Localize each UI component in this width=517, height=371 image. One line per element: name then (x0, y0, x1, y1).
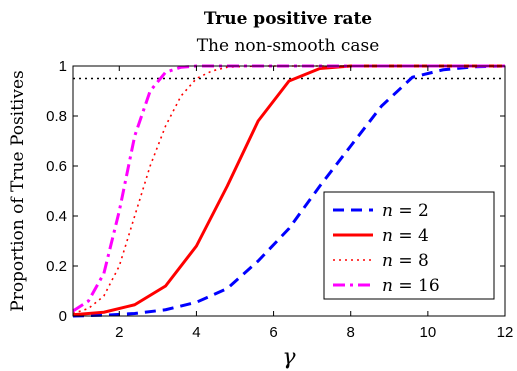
legend-label-n-8: n = 8 (382, 251, 429, 271)
y-tick-label: 0.8 (46, 108, 67, 125)
x-tick-label: 10 (420, 324, 437, 341)
chart-title: True positive rate (204, 9, 372, 29)
x-axis-ticks: 2 4 6 8 10 12 (115, 66, 513, 341)
legend-label-n-16: n = 16 (382, 276, 440, 296)
x-tick-label: 12 (497, 324, 514, 341)
y-axis-label: Proportion of True Positives (8, 70, 28, 312)
chart-subtitle: The non-smooth case (197, 36, 380, 56)
legend-label-n-2: n = 2 (382, 201, 429, 221)
x-tick-label: 2 (115, 324, 123, 341)
legend-label-n-4: n = 4 (382, 226, 429, 246)
x-tick-label: 4 (192, 324, 200, 341)
y-tick-label: 0 (59, 308, 67, 325)
y-tick-label: 0.2 (46, 258, 67, 275)
legend: n = 2 n = 4 n = 8 n = 16 (323, 191, 495, 300)
x-axis-label: γ (282, 345, 296, 370)
series-line-n-2 (72, 64, 506, 318)
x-tick-label: 8 (347, 324, 355, 341)
y-tick-label: 1 (59, 58, 67, 75)
y-axis-ticks: 0 0.2 0.4 0.6 0.8 1 (46, 58, 505, 325)
y-tick-label: 0.4 (46, 208, 67, 225)
x-tick-label: 6 (269, 324, 277, 341)
y-tick-label: 0.6 (46, 158, 67, 175)
plot-frame (72, 65, 506, 317)
